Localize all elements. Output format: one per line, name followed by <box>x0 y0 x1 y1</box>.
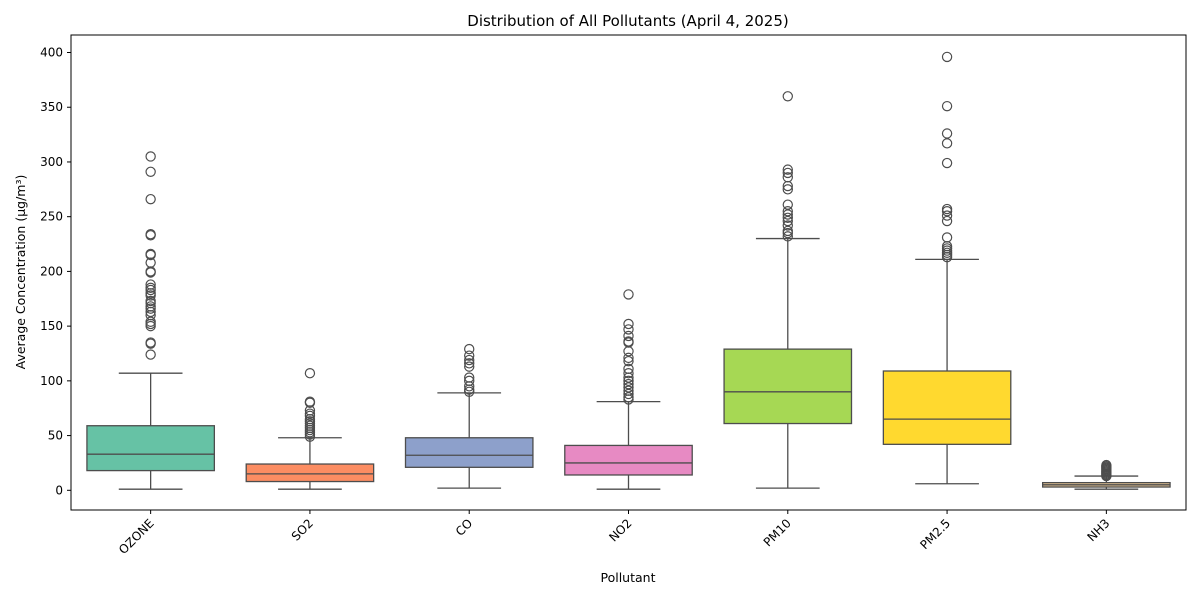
y-tick-label: 400 <box>40 46 63 60</box>
outlier-point <box>145 282 156 294</box>
outlier-point <box>464 354 475 366</box>
outlier-point <box>623 324 634 335</box>
outlier-point <box>623 336 634 347</box>
y-tick-label: 0 <box>55 483 63 497</box>
x-tick-label: OZONE <box>116 516 157 557</box>
box-group <box>882 51 1012 485</box>
outlier-point <box>145 279 156 290</box>
outlier-point <box>145 316 156 327</box>
outlier-point <box>782 220 793 231</box>
outlier-point <box>941 128 953 139</box>
outlier-point <box>782 212 793 223</box>
x-tick-label: CO <box>453 516 476 539</box>
outlier-point <box>623 367 634 379</box>
outlier-point <box>941 203 953 215</box>
outlier-point <box>623 392 634 403</box>
box-iqr <box>882 370 1012 445</box>
outlier-point <box>623 352 634 364</box>
outlier-point <box>145 318 156 330</box>
box-group <box>564 289 693 490</box>
outlier-point <box>941 51 953 63</box>
outlier-point <box>464 375 475 387</box>
outlier-point <box>145 193 156 205</box>
outlier-point <box>145 337 156 348</box>
box-iqr <box>245 463 375 483</box>
outlier-point <box>623 346 634 357</box>
outlier-point <box>304 367 316 379</box>
outlier-point <box>145 228 156 240</box>
outlier-point <box>623 382 634 393</box>
outlier-point <box>941 100 953 112</box>
outlier-point <box>941 215 953 227</box>
outlier-point <box>623 289 634 300</box>
box-iqr <box>404 437 534 468</box>
box-iqr <box>723 348 853 425</box>
outlier-point <box>464 350 475 361</box>
outlier-point <box>145 166 156 178</box>
outlier-point <box>941 157 953 169</box>
outlier-point <box>304 396 316 407</box>
outlier-point <box>782 225 793 237</box>
outlier-point <box>941 210 953 221</box>
y-tick-label: 300 <box>40 155 63 169</box>
outlier-point <box>782 215 793 227</box>
outlier-point <box>782 199 793 210</box>
x-tick-label: SO2 <box>289 516 316 543</box>
outlier-point <box>464 361 475 372</box>
x-tick-label: NO2 <box>606 516 634 544</box>
x-tick-label: PM10 <box>761 516 794 549</box>
outlier-point <box>782 167 793 179</box>
outlier-point <box>464 343 475 355</box>
outlier-point <box>782 206 793 217</box>
outlier-point <box>1101 459 1112 471</box>
x-tick-label: NH3 <box>1084 516 1112 544</box>
outlier-point <box>623 318 634 330</box>
box-iqr <box>86 425 216 472</box>
outlier-point <box>782 184 793 195</box>
box-group <box>723 91 853 489</box>
y-tick-label: 200 <box>40 264 63 278</box>
outlier-point <box>782 91 793 102</box>
outlier-point <box>623 385 634 396</box>
outlier-point <box>782 209 793 220</box>
outlier-point <box>623 355 634 367</box>
chart-title: Distribution of All Pollutants (April 4,… <box>467 12 788 30</box>
outlier-point <box>304 408 316 419</box>
x-tick-label: PM2.5 <box>917 516 953 552</box>
outlier-point <box>623 388 634 400</box>
y-tick-label: 150 <box>40 319 63 333</box>
outlier-point <box>145 151 156 162</box>
outlier-point <box>145 301 156 312</box>
outlier-point <box>145 349 156 360</box>
outlier-point <box>623 330 634 342</box>
outlier-point <box>464 372 475 383</box>
box-group <box>404 343 534 489</box>
outlier-point <box>145 295 156 307</box>
outlier-point <box>941 138 953 149</box>
y-tick-label: 50 <box>48 429 63 443</box>
y-axis-label: Average Concentration (µg/m³) <box>13 175 28 370</box>
x-axis-label: Pollutant <box>601 570 656 585</box>
box-group <box>245 367 375 490</box>
outlier-point <box>623 375 634 387</box>
outlier-point <box>623 378 634 390</box>
y-tick-label: 100 <box>40 374 63 388</box>
outlier-point <box>464 358 475 369</box>
plot-area: 0 50 100 150 200 250 300 350 400 OZONE SO2 CO NO2 PM1… <box>40 34 1187 557</box>
box-group <box>1041 459 1171 490</box>
box-group <box>86 151 216 490</box>
y-tick-label: 350 <box>40 100 63 114</box>
outlier-point <box>782 172 793 183</box>
outlier-point <box>782 231 793 242</box>
outlier-point <box>782 164 793 175</box>
outlier-point <box>941 232 953 243</box>
box-iqr <box>564 444 693 476</box>
outlier-point <box>145 248 156 260</box>
y-tick-label: 250 <box>40 210 63 224</box>
outlier-point <box>623 363 634 375</box>
